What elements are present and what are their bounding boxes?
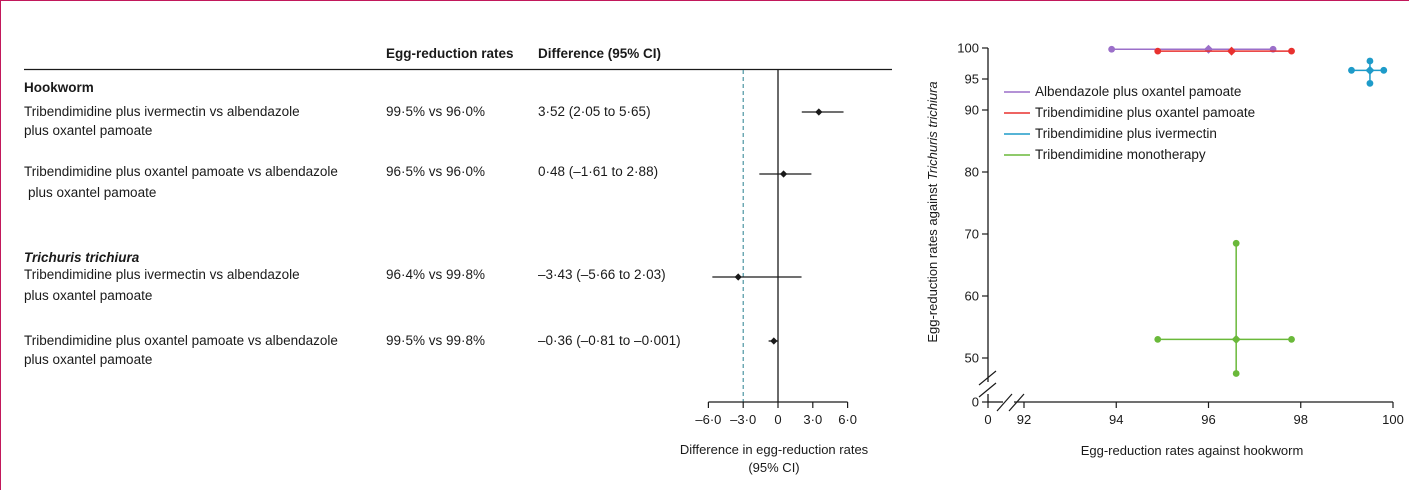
row-rates: 99·5% vs 96·0% (386, 104, 485, 119)
error-bar-end (1366, 79, 1374, 87)
scatter-axes: 0 50 60 70 80 90 95 100 0 92 94 96 98 100 (957, 41, 1404, 428)
point-estimate (1231, 334, 1241, 344)
series-2 (1348, 57, 1388, 87)
group-title: Hookworm (24, 80, 94, 95)
row-difference: –0·36 (–0·81 to –0·001) (538, 333, 681, 348)
row-label: Tribendimidine plus oxantel pamoate vs a… (24, 333, 338, 348)
error-bar-end (1232, 370, 1240, 377)
estimate-marker (734, 273, 742, 281)
x-break-mark (1008, 393, 1025, 412)
scatter-plot: 0 50 60 70 80 90 95 100 0 92 94 96 98 100 Albendazole… (925, 41, 1404, 459)
scatter-x-tick-label: 96 (1201, 412, 1215, 427)
scatter-x-tick-label: 94 (1109, 412, 1123, 427)
scatter-x-tick-label: 98 (1294, 412, 1308, 427)
row-label: plus oxantel pamoate (24, 288, 152, 303)
group-title: Trichuris trichiura (24, 250, 140, 265)
error-bar-end (1154, 336, 1162, 343)
row-rates: 96·4% vs 99·8% (386, 267, 485, 282)
row-label: plus oxantel pamoate (24, 352, 152, 367)
error-bar-end (1288, 47, 1295, 55)
scatter-ylabel-prefix: Egg-reduction rates against (925, 180, 940, 343)
series-0 (1108, 44, 1277, 54)
scatter-xlabel: Egg-reduction rates against hookworm (1081, 443, 1304, 458)
y-break-mark (978, 370, 997, 386)
x-break-mark (996, 393, 1013, 412)
header-rates: Egg-reduction rates (386, 46, 514, 61)
scatter-ylabel: Egg-reduction rates against Trichuris tr… (925, 81, 940, 342)
forest-tick-label: 3·0 (803, 412, 822, 427)
scatter-x-tick-label: 92 (1017, 412, 1031, 427)
scatter-x-tick-label: 100 (1382, 412, 1404, 427)
scatter-y-tick-label: 90 (965, 103, 979, 118)
series-1 (1154, 46, 1295, 56)
row-difference: –3·43 (–5·66 to 2·03) (538, 267, 666, 282)
error-bar-end (1232, 239, 1240, 247)
forest-xlabel: (95% CI) (748, 460, 799, 475)
row-rates: 96·5% vs 96·0% (386, 164, 485, 179)
scatter-y-tick-label: 80 (965, 165, 979, 180)
scatter-y-tick-label: 60 (965, 289, 979, 304)
scatter-legend: Albendazole plus oxantel pamoate Tribendi… (1004, 84, 1255, 162)
legend-label: Tribendimidine plus oxantel pamoate (1035, 105, 1255, 120)
y-break-mark (978, 382, 997, 398)
series-3 (1154, 239, 1295, 377)
forest-plot: Egg-reduction rates Difference (95% CI) … (24, 46, 892, 475)
error-bar-end (1366, 57, 1374, 65)
scatter-y-tick-label: 100 (957, 41, 979, 56)
forest-xlabel: Difference in egg-reduction rates (680, 442, 869, 457)
scatter-ylabel-italic: Trichuris trichiura (925, 81, 940, 180)
estimate-marker (815, 108, 823, 116)
scatter-y-tick-label: 0 (972, 395, 979, 410)
legend-label: Tribendimidine plus ivermectin (1035, 126, 1217, 141)
error-bar-end (1154, 47, 1162, 55)
error-bar-end (1108, 45, 1116, 53)
row-label: plus oxantel pamoate (24, 123, 152, 138)
header-difference: Difference (95% CI) (538, 46, 661, 61)
row-difference: 3·52 (2·05 to 5·65) (538, 104, 651, 119)
estimate-marker (770, 337, 778, 345)
forest-marks (712, 108, 844, 345)
error-bar-end (1288, 336, 1295, 343)
scatter-y-tick-label: 70 (965, 227, 979, 242)
scatter-y-tick-label: 50 (965, 351, 979, 366)
scatter-marks (1108, 44, 1388, 377)
scatter-x-tick-label: 0 (984, 412, 991, 427)
estimate-marker (779, 170, 788, 178)
row-difference: 0·48 (–1·61 to 2·88) (538, 164, 658, 179)
forest-tick-label: 6·0 (838, 412, 857, 427)
error-bar-end (1380, 66, 1388, 74)
forest-tick-label: 0 (774, 412, 781, 427)
legend-label: Albendazole plus oxantel pamoate (1035, 84, 1241, 99)
forest-rows: Hookworm Tribendimidine plus ivermectin v… (24, 80, 681, 367)
point-estimate (1227, 46, 1237, 56)
row-label: Tribendimidine plus ivermectin vs albend… (24, 267, 300, 282)
row-label: plus oxantel pamoate (28, 185, 156, 200)
forest-tick-label: –6·0 (695, 412, 721, 427)
forest-axis: –6·0 –3·0 0 3·0 6·0 Difference in egg-reducti… (680, 70, 869, 475)
scatter-y-tick-label: 95 (965, 72, 979, 87)
forest-tick-label: –3·0 (730, 412, 756, 427)
point-estimate (1204, 44, 1213, 54)
row-rates: 99·5% vs 99·8% (386, 333, 485, 348)
error-bar-end (1348, 66, 1355, 74)
row-label: Tribendimidine plus ivermectin vs albend… (24, 104, 300, 119)
legend-label: Tribendimidine monotherapy (1035, 147, 1206, 162)
row-label: Tribendimidine plus oxantel pamoate vs a… (24, 164, 338, 179)
point-estimate (1365, 65, 1375, 75)
